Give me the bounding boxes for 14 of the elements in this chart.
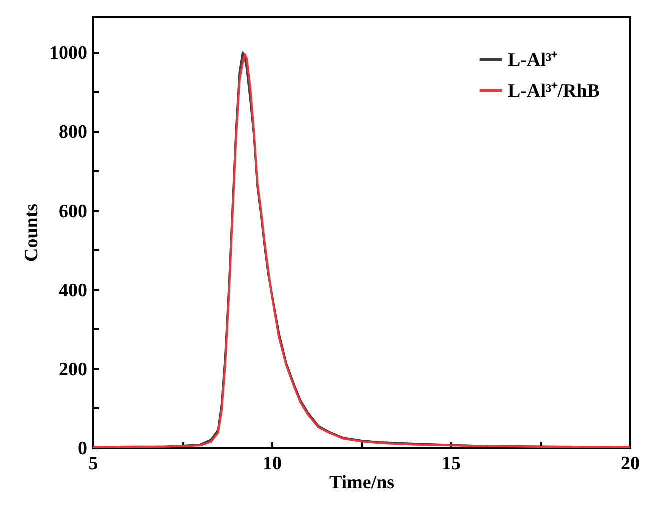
y-tick-label: 0	[78, 438, 88, 460]
y-axis-title: Counts	[22, 204, 42, 262]
legend-label: L-Al³⁺	[508, 50, 559, 71]
y-tick-label: 600	[59, 201, 88, 222]
x-axis-title: Time/ns	[329, 472, 395, 494]
y-tick-label: 200	[59, 359, 88, 380]
x-tick-label: 5	[88, 454, 98, 474]
legend-label: L-Al³⁺/RhB	[508, 81, 600, 102]
y-tick-label: 1000	[50, 43, 88, 64]
x-tick-label: 20	[621, 454, 640, 474]
y-tick-label: 400	[59, 280, 88, 302]
x-tick-label: 10	[263, 454, 282, 474]
x-tick-label: 15	[442, 454, 461, 474]
y-tick-label: 800	[59, 122, 88, 144]
